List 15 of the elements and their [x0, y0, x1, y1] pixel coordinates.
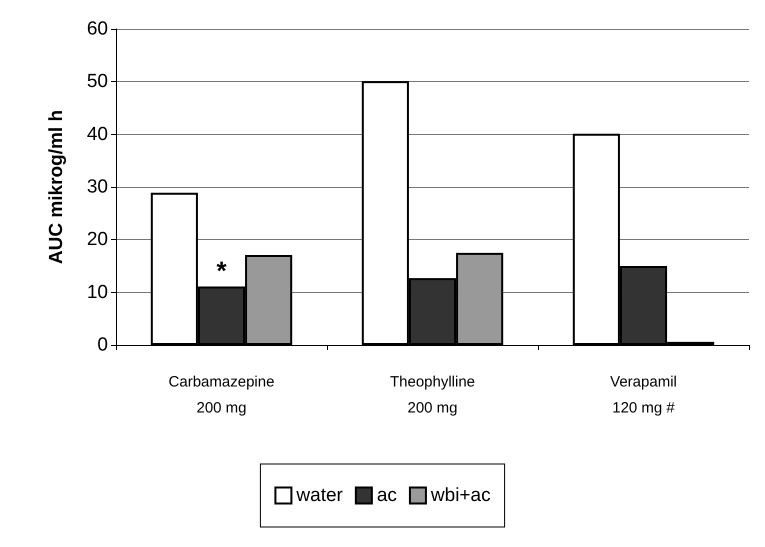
legend-label: ac	[376, 485, 397, 506]
y-tick-label: 60	[86, 18, 108, 40]
y-tick-label: 10	[86, 282, 108, 303]
y-tick-label: 40	[86, 124, 108, 145]
annotation: *	[216, 256, 228, 286]
legend-label: water	[295, 485, 344, 506]
y-tick-label: 20	[86, 229, 108, 250]
y-tick-label: 30	[86, 176, 108, 198]
y-axis-title: AUC mikrog/ml h	[46, 110, 67, 264]
y-tick-label: 0	[97, 334, 108, 356]
x-tick-label: Carbamazepine 200 mg	[168, 374, 274, 416]
legend-label: wbi+ac	[430, 485, 491, 506]
y-tick-label: 50	[86, 71, 108, 92]
x-tick-label: Verapamil 120 mg #	[610, 374, 677, 416]
x-tick-label: Theophylline 200 mg	[390, 374, 476, 416]
